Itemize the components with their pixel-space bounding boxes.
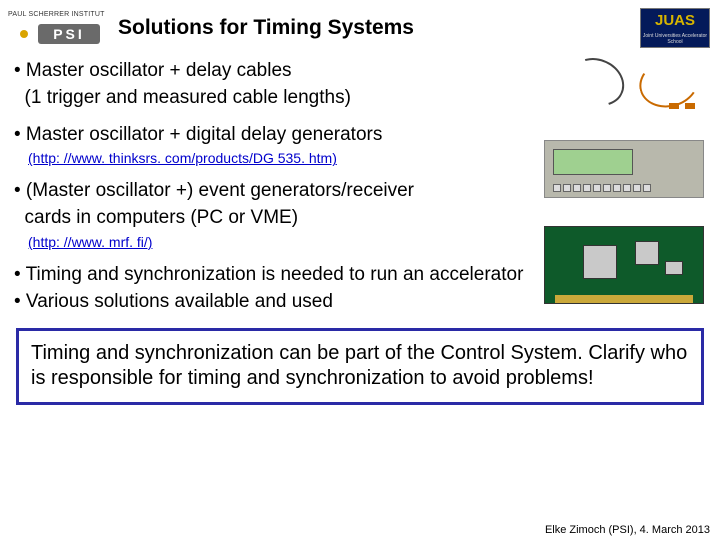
bullet-text: • Master oscillator + digital delay gene… [14, 124, 514, 147]
bullet-text: • (Master oscillator +) event generators… [14, 180, 514, 203]
bullet-cont: (1 trigger and measured cable lengths) [14, 87, 514, 110]
slide-title: Solutions for Timing Systems [118, 16, 414, 40]
slide-footer: Elke Zimoch (PSI), 4. March 2013 [545, 524, 710, 536]
slide-header: PAUL SCHERRER INSTITUT PSI Solutions for… [0, 0, 720, 54]
psi-label: PSI [38, 24, 100, 44]
juas-sub: Joint Universities Accelerator School [641, 33, 709, 45]
summary-group: • Timing and synchronization is needed t… [14, 264, 706, 314]
psi-logo: PAUL SCHERRER INSTITUT PSI [6, 10, 106, 46]
bullet-cont: cards in computers (PC or VME) [14, 207, 514, 230]
callout-text: Timing and synchronization can be part o… [31, 342, 687, 390]
summary-line: • Timing and synchronization is needed t… [14, 264, 694, 287]
bullet-group-2: • Master oscillator + digital delay gene… [14, 124, 706, 167]
psi-top-text: PAUL SCHERRER INSTITUT [8, 11, 105, 18]
bullet-group-1: • Master oscillator + delay cables (1 tr… [14, 60, 706, 110]
sun-icon [14, 24, 34, 44]
bullet-text: • Master oscillator + delay cables [14, 60, 514, 83]
bullet-group-3: • (Master oscillator +) event generators… [14, 180, 706, 250]
summary-line: • Various solutions available and used [14, 291, 694, 314]
juas-label: JUAS [655, 12, 695, 29]
product-link[interactable]: (http: //www. mrf. fi/) [28, 234, 706, 250]
product-link[interactable]: (http: //www. thinksrs. com/products/DG … [28, 150, 706, 166]
callout-box: Timing and synchronization can be part o… [16, 328, 704, 405]
slide-body: • Master oscillator + delay cables (1 tr… [0, 54, 720, 405]
juas-logo: JUAS Joint Universities Accelerator Scho… [640, 8, 710, 48]
